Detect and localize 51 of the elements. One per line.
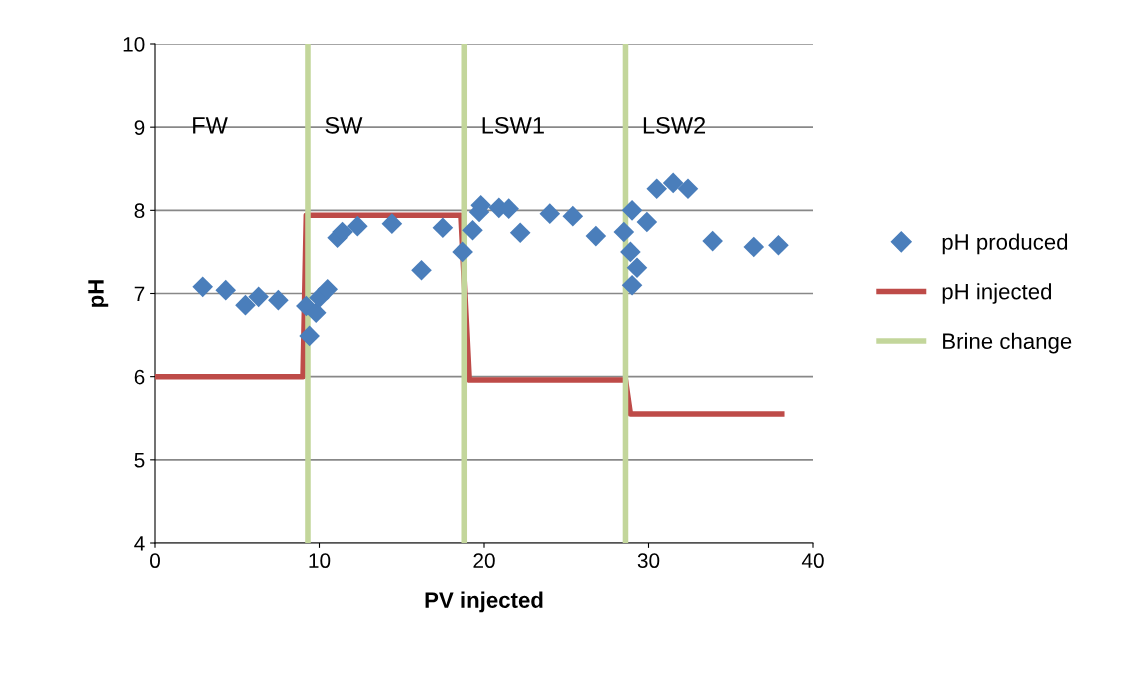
y-tick-label: 8 — [134, 203, 145, 219]
legend-label: Brine change — [943, 332, 1072, 354]
point — [235, 294, 256, 316]
point — [215, 279, 237, 301]
point — [299, 325, 320, 347]
x-tick-label: 10 — [309, 553, 331, 569]
point — [621, 274, 643, 296]
point — [462, 219, 483, 241]
point — [192, 276, 214, 298]
x-tick-label: 0 — [150, 553, 160, 569]
legend-label: pH injected — [942, 283, 1052, 304]
point — [509, 222, 531, 244]
point — [452, 241, 473, 263]
annotation: LSW1 — [482, 116, 544, 134]
y-tick-label: 10 — [123, 37, 145, 52]
y-tick-label: 6 — [134, 369, 145, 385]
annotation: LSW2 — [643, 116, 706, 134]
x-tick-label: 40 — [801, 553, 824, 569]
y-tick-label: 7 — [134, 286, 145, 302]
point — [613, 221, 635, 243]
y-tick-label: 4 — [134, 536, 145, 551]
point — [381, 213, 403, 234]
point — [662, 172, 684, 194]
legend-label: pH produced — [942, 233, 1068, 255]
annotation: FW — [193, 117, 228, 134]
point — [646, 178, 668, 200]
point — [743, 236, 765, 258]
point — [248, 286, 269, 308]
point — [702, 230, 723, 252]
point — [432, 217, 454, 239]
x-tick-label: 30 — [637, 553, 660, 569]
point — [677, 178, 699, 200]
point — [636, 211, 658, 233]
x-tick-label: 20 — [473, 553, 495, 569]
x-axis-title: PV injected — [425, 591, 543, 613]
point — [539, 203, 561, 224]
point — [626, 257, 648, 279]
y-axis-title: pH — [88, 280, 109, 307]
point — [411, 259, 432, 281]
point — [268, 289, 289, 311]
point — [768, 234, 789, 256]
point — [620, 241, 641, 263]
y-tick-label: 9 — [134, 120, 145, 135]
point — [305, 302, 327, 323]
annotation: SW — [325, 116, 363, 134]
point — [621, 200, 643, 221]
point — [347, 215, 368, 237]
point — [585, 225, 607, 247]
y-tick-label: 5 — [134, 453, 145, 468]
point — [562, 205, 584, 227]
point — [317, 279, 339, 300]
